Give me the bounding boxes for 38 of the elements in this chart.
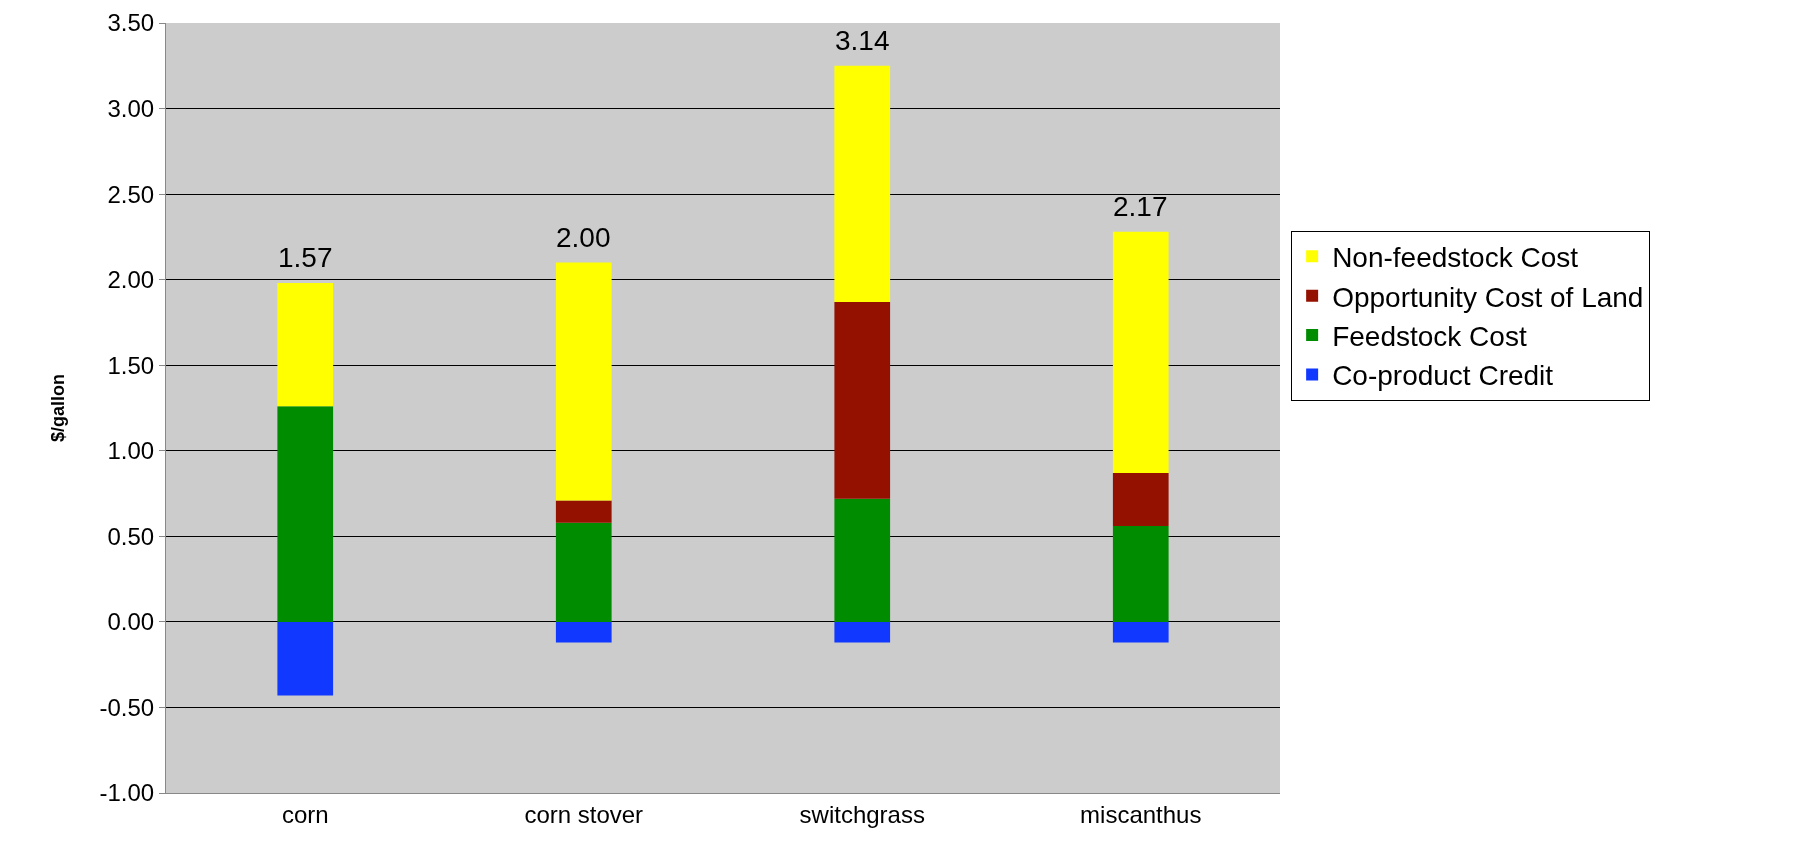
y-tick-label: 3.50 [107, 9, 155, 37]
bar [555, 621, 612, 643]
y-tick-label: 1.00 [107, 437, 155, 465]
bar [277, 283, 334, 407]
x-tick-label: switchgrass [799, 800, 925, 828]
x-tick-label: corn stover [524, 800, 644, 828]
x-tick-label: miscanthus [1080, 800, 1202, 828]
bar [277, 621, 334, 696]
total-label: 2.00 [556, 222, 611, 253]
y-tick-label: -1.00 [99, 779, 155, 807]
bar [555, 522, 612, 622]
bar [1112, 231, 1169, 474]
bar [1112, 621, 1169, 643]
legend-label: Co-product Credit [1332, 360, 1554, 392]
bar [1112, 473, 1169, 527]
y-tick-label: 3.00 [107, 94, 155, 122]
bar [834, 621, 891, 643]
bar [834, 301, 891, 499]
y-tick-label: 2.00 [107, 266, 155, 294]
legend-label: Opportunity Cost of Land [1332, 281, 1644, 313]
total-label: 2.17 [1113, 191, 1168, 222]
y-tick-label: 1.50 [107, 351, 155, 379]
bar [277, 406, 334, 622]
total-label: 3.14 [835, 25, 890, 56]
total-label: 1.57 [278, 242, 333, 273]
bar [834, 65, 891, 302]
x-tick-label: corn [281, 800, 329, 828]
legend-label: Non-feedstock Cost [1332, 242, 1579, 274]
bar [555, 262, 612, 501]
y-tick-label: -0.50 [99, 693, 155, 721]
y-tick-label: 0.50 [107, 522, 155, 550]
y-tick-label: 2.50 [107, 180, 155, 208]
legend-label: Feedstock Cost [1332, 321, 1527, 353]
y-tick-label: 0.00 [107, 608, 155, 636]
bar [834, 498, 891, 622]
bar [1112, 526, 1169, 622]
y-axis-title: $/gallon [47, 373, 68, 443]
bar [555, 500, 612, 523]
